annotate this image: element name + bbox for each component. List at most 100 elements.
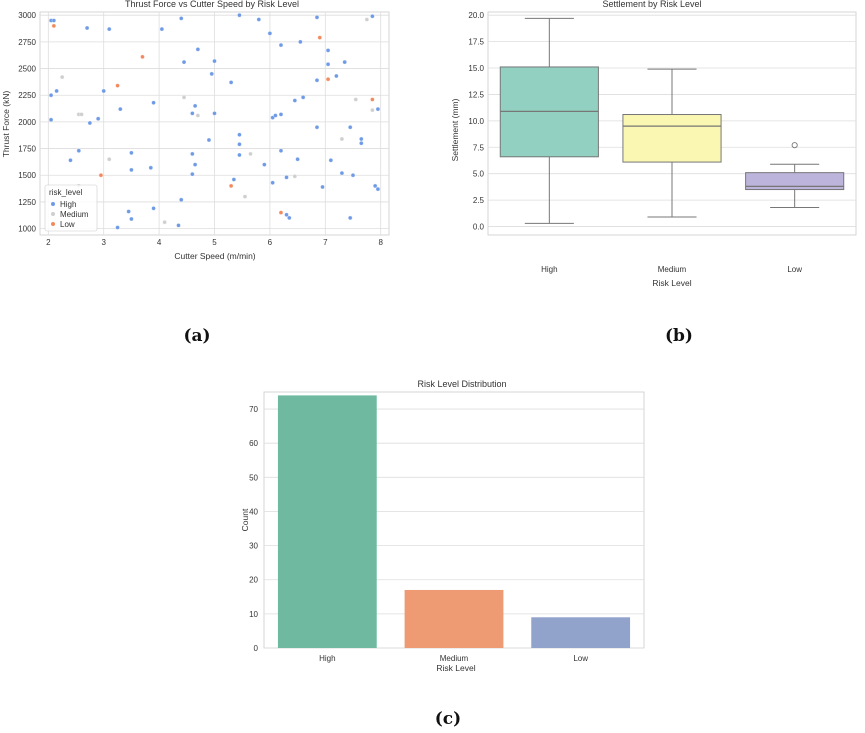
boxplot-chart: Settlement by Risk Level 0.0 2.5 5.0 7.5 10.… — [450, 0, 857, 288]
scatter-point-low — [228, 183, 234, 189]
legend-marker-low — [51, 222, 55, 226]
scatter-y-label: Thrust Force (kN) — [1, 91, 11, 158]
scatter-point-low — [98, 173, 104, 178]
scatter-point-high — [334, 73, 339, 79]
scatter-point-low — [370, 97, 375, 102]
boxplot-y-ticks: 0.0 2.5 5.0 7.5 10.0 12.5 15.0 17.5 20.0 — [468, 11, 484, 231]
legend-box — [44, 184, 98, 232]
scatter-point-high — [359, 141, 364, 146]
scatter-point-high — [192, 162, 198, 167]
scatter-legend: risk_level High Medium Low — [44, 184, 98, 232]
x-tick-label: 4 — [157, 238, 162, 247]
x-tick-label: High — [319, 654, 335, 663]
scatter-point-high — [190, 151, 195, 157]
scatter-point-high — [314, 125, 320, 130]
scatter-point-high — [212, 58, 217, 64]
y-tick-label: 15.0 — [468, 64, 484, 73]
scatter-point-low — [325, 77, 331, 82]
box-medium — [622, 68, 722, 218]
scatter-point-medium — [107, 157, 112, 162]
scatter-point-high — [87, 120, 93, 126]
scatter-point-high — [370, 14, 375, 19]
scatter-point-high — [195, 47, 201, 52]
legend-title: risk_level — [49, 188, 83, 197]
y-tick-label: 2.5 — [473, 196, 485, 205]
y-tick-label: 2750 — [18, 38, 36, 47]
box-high — [499, 17, 599, 224]
scatter-point-high — [126, 209, 131, 214]
scatter-point-high — [179, 197, 184, 202]
scatter-point-high — [190, 172, 195, 177]
y-tick-label: 50 — [249, 473, 258, 482]
scatter-point-high — [328, 158, 333, 163]
box-low — [745, 142, 845, 209]
scatter-point-high — [375, 186, 381, 192]
scatter-point-high — [342, 59, 347, 65]
bar-y-ticks: 0 10 20 30 40 50 60 70 — [249, 405, 258, 653]
scatter-point-high — [273, 113, 278, 118]
y-tick-label: 20.0 — [468, 11, 484, 20]
bar-x-ticks: High Medium Low — [319, 654, 588, 663]
x-tick-label: Medium — [440, 654, 469, 663]
scatter-point-high — [151, 206, 156, 211]
scatter-point-high — [212, 111, 217, 116]
scatter-point-high — [76, 148, 81, 153]
scatter-point-high — [68, 158, 73, 163]
scatter-point-high — [278, 148, 284, 153]
scatter-point-high — [237, 142, 242, 147]
x-tick-label: 8 — [378, 238, 383, 247]
scatter-point-high — [287, 215, 292, 221]
legend-marker-high — [51, 202, 55, 206]
x-tick-label: Low — [573, 654, 588, 663]
x-tick-label: Low — [787, 265, 802, 274]
scatter-point-high — [325, 48, 331, 53]
scatter-point-medium — [364, 17, 369, 22]
scatter-point-high — [237, 152, 242, 158]
scatter-x-label: Cutter Speed (m/min) — [174, 251, 255, 261]
scatter-point-medium — [181, 95, 187, 100]
boxplot-x-label: Risk Level — [652, 278, 691, 288]
legend-label-high: High — [60, 200, 76, 209]
bar-medium — [404, 589, 504, 648]
scatter-point-high — [179, 16, 184, 21]
y-tick-label: 17.5 — [468, 38, 484, 47]
bar-low — [531, 617, 631, 648]
scatter-point-high — [262, 162, 267, 167]
x-tick-label: Medium — [658, 265, 687, 274]
scatter-point-high — [350, 173, 356, 178]
bar-x-label: Risk Level — [436, 663, 475, 673]
boxplot-title: Settlement by Risk Level — [602, 0, 701, 9]
scatter-point-high — [228, 80, 234, 85]
caption-b: (b) — [665, 326, 693, 346]
scatter-point-high — [48, 117, 54, 122]
scatter-point-high — [295, 157, 300, 162]
scatter-point-high — [348, 215, 353, 221]
scatter-point-high — [231, 177, 237, 182]
box-iqr — [622, 114, 722, 163]
y-tick-label: 2000 — [18, 118, 36, 127]
scatter-point-high — [325, 62, 331, 67]
scatter-point-high — [209, 71, 214, 77]
bars — [277, 395, 631, 648]
y-tick-label: 10 — [249, 610, 258, 619]
y-tick-label: 0.0 — [473, 223, 485, 232]
scatter-point-medium — [60, 74, 65, 80]
scatter-point-high — [51, 18, 56, 23]
outlier-point — [791, 142, 798, 149]
scatter-point-medium — [242, 194, 248, 199]
caption-c: (c) — [435, 709, 461, 729]
y-tick-label: 1500 — [18, 171, 36, 180]
scatter-point-high — [129, 167, 134, 173]
scatter-point-high — [292, 98, 297, 103]
y-tick-label: 1750 — [18, 145, 36, 154]
scatter-point-low — [115, 83, 120, 88]
scatter-point-high — [339, 170, 345, 176]
scatter-point-high — [48, 93, 54, 98]
scatter-point-high — [206, 137, 212, 143]
y-tick-label: 60 — [249, 439, 258, 448]
scatter-point-medium — [248, 151, 253, 157]
boxplot-y-label: Settlement (mm) — [450, 98, 460, 161]
legend-label-low: Low — [60, 220, 75, 229]
y-tick-label: 20 — [249, 576, 258, 585]
